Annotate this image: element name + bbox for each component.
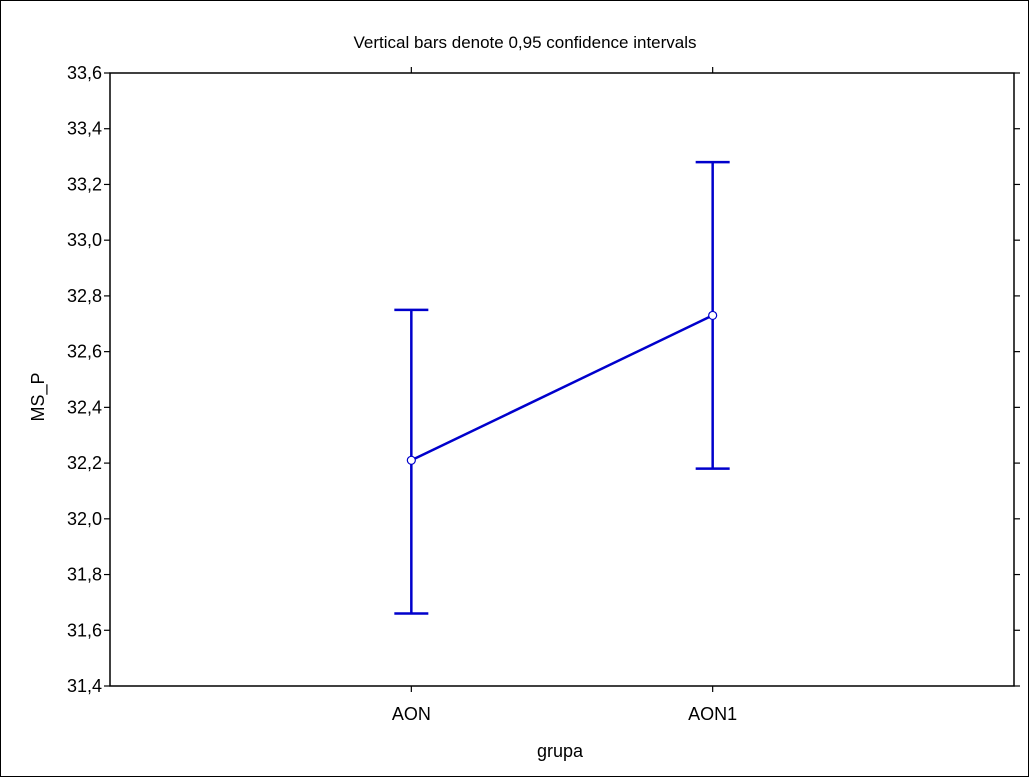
y-tick-label: 33,2 bbox=[67, 174, 102, 194]
y-tick-label: 33,0 bbox=[67, 230, 102, 250]
y-tick-label: 32,6 bbox=[67, 342, 102, 362]
y-tick-label: 31,6 bbox=[67, 620, 102, 640]
y-tick-label: 33,4 bbox=[67, 119, 102, 139]
y-tick-label: 31,8 bbox=[67, 565, 102, 585]
x-tick-label: AON1 bbox=[688, 704, 737, 724]
axis-ticks: 31,4 31,6 31,8 32,0 32,2 32,4 32,6 32,8 33,0 33,2… bbox=[67, 63, 1020, 724]
y-tick-label: 32,4 bbox=[67, 397, 102, 417]
mean-point bbox=[406, 455, 416, 465]
y-tick-label: 32,8 bbox=[67, 286, 102, 306]
y-axis-label: MS_P bbox=[28, 372, 49, 421]
chart-title: Vertical bars denote 0,95 confidence int… bbox=[353, 33, 696, 52]
plot-area bbox=[109, 72, 1015, 687]
mean-point bbox=[708, 310, 718, 321]
y-tick-label: 32,0 bbox=[67, 509, 102, 529]
y-tick-label: 32,2 bbox=[67, 453, 102, 473]
y-tick-label: 31,4 bbox=[67, 676, 102, 696]
x-tick-label: AON bbox=[392, 704, 431, 724]
x-axis-label: grupa bbox=[537, 741, 584, 761]
series-group bbox=[394, 160, 730, 615]
series-line bbox=[410, 314, 714, 462]
y-tick-label: 33,6 bbox=[67, 63, 102, 83]
